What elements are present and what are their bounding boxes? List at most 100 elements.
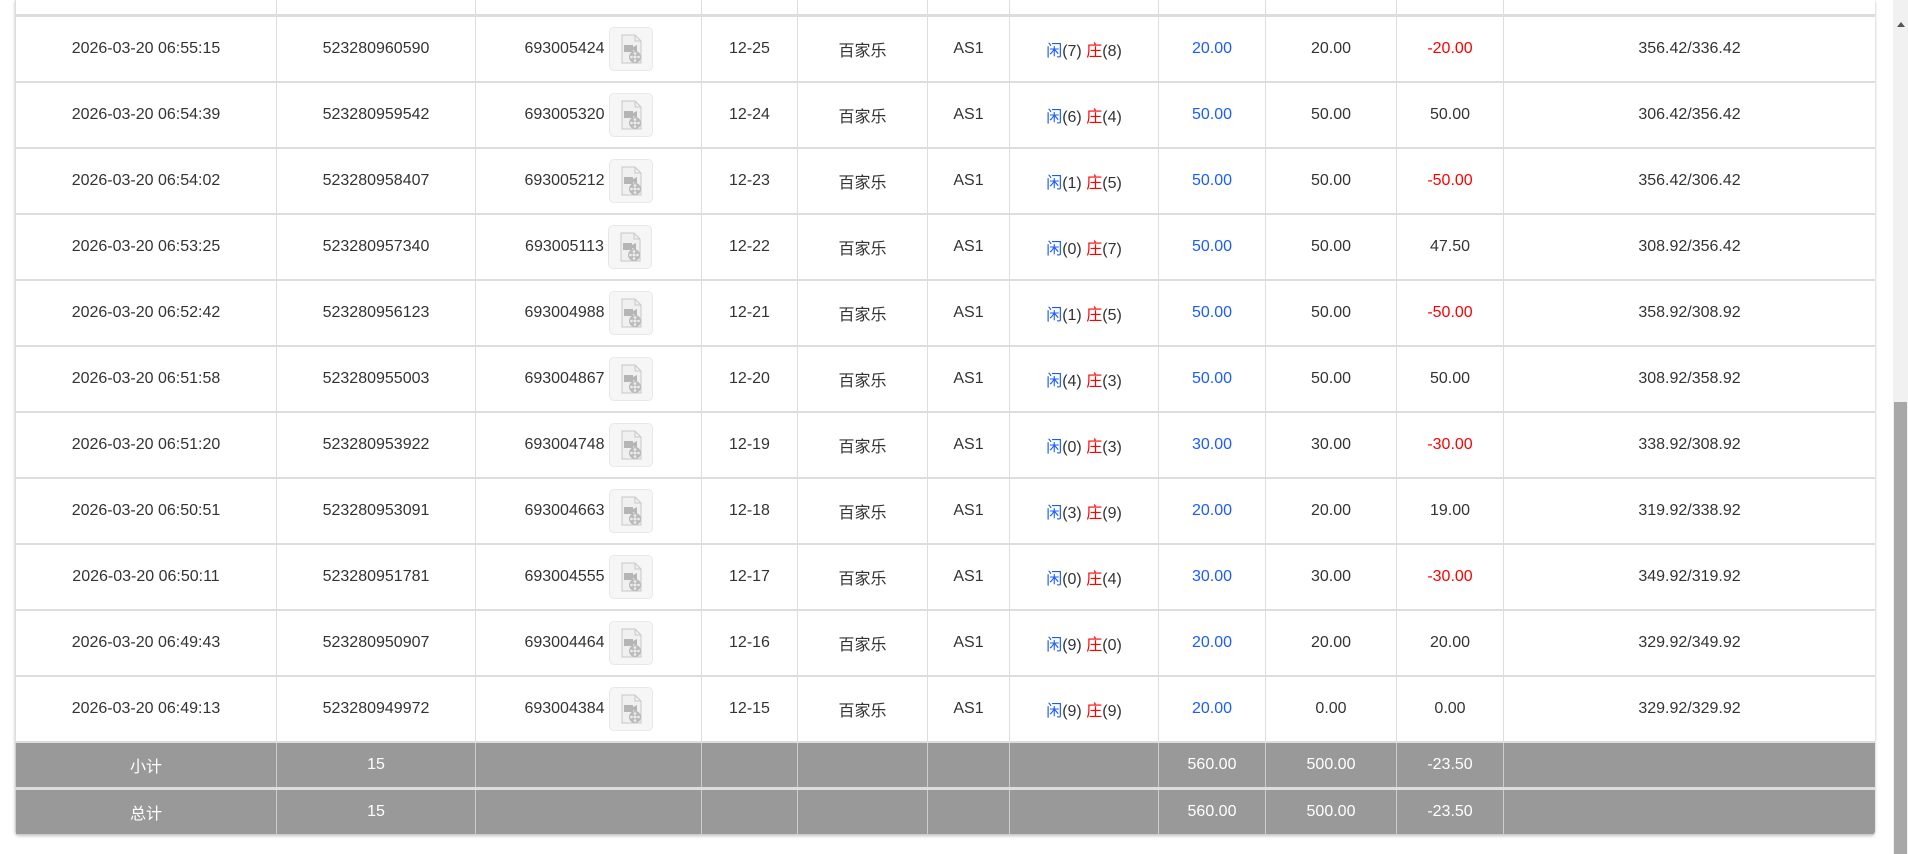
video-file-icon[interactable] (608, 291, 653, 335)
bet-time: 2026-03-20 06:50:11 (15, 543, 277, 611)
video-file-icon[interactable] (608, 687, 653, 731)
video-file-icon[interactable] (608, 93, 653, 137)
round-cell: 693004384 (475, 675, 702, 743)
shoe-number: 12-19 (701, 411, 798, 479)
video-file-icon[interactable] (607, 225, 652, 269)
bet-records-table: 2026-03-20 06:55:15 523280960590 693005424… (15, 0, 1875, 835)
game-name: 百家乐 (797, 81, 928, 149)
table-row: 2026-03-20 06:51:58 523280955003 693004867… (15, 345, 1875, 413)
banker-points: (3) (1102, 373, 1122, 390)
table-row: 2026-03-20 06:50:11 523280951781 693004555… (15, 543, 1875, 611)
table-row: 2026-03-20 06:54:39 523280959542 693005320… (15, 81, 1875, 149)
video-file-icon[interactable] (608, 489, 653, 533)
footer-count: 15 (276, 741, 476, 790)
result-cell: 闲(9) 庄(9) (1009, 675, 1159, 743)
order-number: 523280956123 (276, 279, 476, 347)
win-loss: 19.00 (1396, 477, 1504, 545)
player-label: 闲 (1046, 241, 1063, 258)
round-number: 693004384 (524, 700, 605, 718)
balance-change: 308.92/356.42 (1503, 213, 1875, 281)
win-loss: -50.00 (1396, 279, 1504, 347)
bet-amount: 20.00 (1158, 675, 1266, 743)
shoe-number: 12-16 (701, 609, 798, 677)
video-file-icon[interactable] (608, 423, 653, 467)
bet-time: 2026-03-20 06:50:51 (15, 477, 277, 545)
bet-amount: 20.00 (1158, 477, 1266, 545)
result-cell: 闲(4) 庄(3) (1009, 345, 1159, 413)
round-cell: 693004663 (475, 477, 702, 545)
table-row-partial (15, 0, 1875, 17)
valid-bet: 20.00 (1265, 609, 1397, 677)
table-name: AS1 (927, 543, 1010, 611)
banker-points: (8) (1102, 43, 1122, 60)
video-file-icon[interactable] (608, 27, 653, 71)
round-number: 693005424 (524, 40, 605, 58)
player-points: (0) (1062, 571, 1082, 588)
banker-points: (3) (1102, 439, 1122, 456)
scroll-up-arrow-icon[interactable] (1897, 22, 1905, 27)
table-row: 2026-03-20 06:54:02 523280958407 693005212… (15, 147, 1875, 215)
banker-label: 庄 (1086, 373, 1103, 390)
table-row: 2026-03-20 06:53:25 523280957340 693005113… (15, 213, 1875, 281)
order-number: 523280959542 (276, 81, 476, 149)
balance-change: 308.92/358.92 (1503, 345, 1875, 413)
bet-time: 2026-03-20 06:51:20 (15, 411, 277, 479)
player-points: (6) (1062, 109, 1082, 126)
shoe-number: 12-22 (701, 213, 798, 281)
player-points: (9) (1062, 703, 1082, 720)
banker-label: 庄 (1086, 175, 1103, 192)
table-name: AS1 (927, 279, 1010, 347)
round-number: 693004748 (524, 436, 605, 454)
win-loss: 20.00 (1396, 609, 1504, 677)
shoe-number: 12-17 (701, 543, 798, 611)
win-loss: 50.00 (1396, 345, 1504, 413)
bet-amount: 50.00 (1158, 345, 1266, 413)
bet-time: 2026-03-20 06:55:15 (15, 15, 277, 83)
shoe-number: 12-23 (701, 147, 798, 215)
round-cell: 693005113 (475, 213, 702, 281)
win-loss: -50.00 (1396, 147, 1504, 215)
round-number: 693005113 (525, 238, 604, 256)
video-file-icon[interactable] (608, 555, 653, 599)
bet-time: 2026-03-20 06:49:43 (15, 609, 277, 677)
bet-amount: 50.00 (1158, 81, 1266, 149)
bet-amount: 50.00 (1158, 279, 1266, 347)
bet-time: 2026-03-20 06:54:39 (15, 81, 277, 149)
order-number: 523280953922 (276, 411, 476, 479)
banker-label: 庄 (1086, 241, 1103, 258)
table-name: AS1 (927, 609, 1010, 677)
banker-label: 庄 (1086, 109, 1103, 126)
table-row: 2026-03-20 06:49:43 523280950907 693004464… (15, 609, 1875, 677)
valid-bet: 50.00 (1265, 81, 1397, 149)
banker-points: (4) (1102, 109, 1122, 126)
scrollbar-thumb[interactable] (1894, 402, 1907, 854)
balance-change: 356.42/306.42 (1503, 147, 1875, 215)
table-name: AS1 (927, 81, 1010, 149)
valid-bet: 50.00 (1265, 279, 1397, 347)
result-cell: 闲(7) 庄(8) (1009, 15, 1159, 83)
player-points: (1) (1062, 175, 1082, 192)
player-label: 闲 (1046, 703, 1063, 720)
result-cell: 闲(1) 庄(5) (1009, 147, 1159, 215)
win-loss: 0.00 (1396, 675, 1504, 743)
game-name: 百家乐 (797, 675, 928, 743)
order-number: 523280951781 (276, 543, 476, 611)
shoe-number: 12-18 (701, 477, 798, 545)
game-name: 百家乐 (797, 609, 928, 677)
win-loss: -30.00 (1396, 411, 1504, 479)
round-number: 693004464 (524, 634, 605, 652)
footer-bet-total: 560.00 (1158, 788, 1266, 835)
video-file-icon[interactable] (608, 621, 653, 665)
video-file-icon[interactable] (608, 159, 653, 203)
order-number: 523280957340 (276, 213, 476, 281)
banker-points: (0) (1102, 637, 1122, 654)
table-name: AS1 (927, 147, 1010, 215)
player-points: (3) (1062, 505, 1082, 522)
footer-win-total: -23.50 (1396, 788, 1504, 835)
vertical-scrollbar[interactable] (1893, 0, 1908, 854)
player-points: (1) (1062, 307, 1082, 324)
video-file-icon[interactable] (608, 357, 653, 401)
order-number: 523280960590 (276, 15, 476, 83)
result-cell: 闲(1) 庄(5) (1009, 279, 1159, 347)
banker-points: (5) (1102, 175, 1122, 192)
